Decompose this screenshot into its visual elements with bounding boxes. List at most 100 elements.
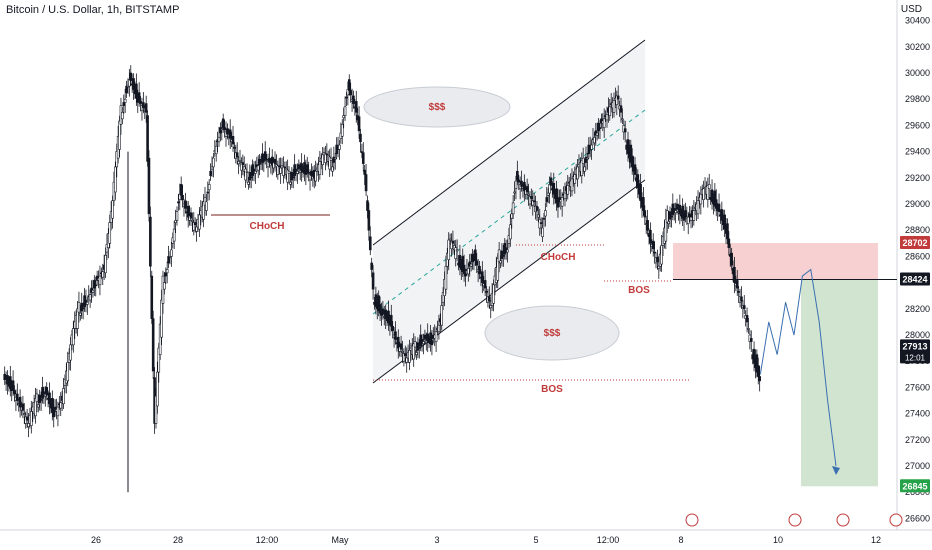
- candle-body: [146, 115, 149, 162]
- candle-body: [297, 164, 301, 170]
- candle-body: [25, 416, 29, 421]
- candle-body: [684, 210, 687, 218]
- candle-body: [440, 305, 444, 326]
- candle-body: [447, 239, 451, 260]
- candle-body: [593, 137, 596, 144]
- candle-body: [105, 244, 109, 253]
- candle-body: [195, 226, 198, 232]
- candle-body: [727, 238, 731, 248]
- candle-body: [91, 289, 95, 293]
- candle-body: [51, 398, 54, 413]
- candle-body: [308, 174, 312, 181]
- candle-body: [261, 153, 264, 163]
- candle-body: [240, 162, 243, 171]
- candle-body: [38, 394, 42, 403]
- candle-body: [108, 222, 112, 244]
- candle-body: [291, 176, 295, 179]
- candle-body: [651, 240, 655, 250]
- candle-body: [726, 223, 729, 240]
- liquidity-zone-top: [363, 86, 511, 128]
- candle-body: [675, 203, 679, 210]
- candle-body: [668, 211, 672, 220]
- candle-body: [475, 260, 479, 266]
- candle-body: [549, 177, 553, 186]
- candle-body: [461, 256, 465, 272]
- candle-body: [391, 325, 394, 331]
- candle-body: [580, 160, 584, 176]
- candle-body: [742, 305, 746, 310]
- candle-body: [642, 197, 645, 211]
- candle-body: [371, 272, 375, 290]
- candle-body: [80, 303, 84, 312]
- candle-body: [226, 128, 229, 135]
- candle-body: [707, 184, 711, 190]
- candle-body: [175, 211, 179, 221]
- candle-body: [612, 99, 616, 113]
- candle-body: [11, 380, 15, 391]
- candle-body: [193, 222, 197, 226]
- take-profit-zone: [801, 279, 878, 487]
- candle-body: [510, 213, 514, 219]
- candle-body: [283, 166, 287, 169]
- candle-body: [282, 166, 285, 176]
- time-tick-label: 12:00: [597, 535, 620, 545]
- stop-loss-zone: [673, 243, 878, 280]
- candle-body: [165, 269, 169, 274]
- candle-body: [530, 196, 533, 199]
- candle-body: [660, 245, 663, 265]
- candle-body: [277, 165, 281, 168]
- candle-body: [576, 166, 579, 180]
- candle-body: [207, 184, 211, 191]
- candle-body: [454, 247, 458, 259]
- candle-body: [747, 328, 750, 330]
- candle-body: [203, 197, 207, 206]
- candle-body: [34, 398, 37, 417]
- candle-body: [163, 282, 166, 290]
- candle-body: [586, 157, 589, 160]
- candle-body: [384, 309, 387, 319]
- candle-body: [595, 132, 599, 136]
- candle-body: [366, 200, 369, 211]
- candle-body: [69, 344, 72, 361]
- flag-icon: [889, 513, 903, 527]
- candle-body: [556, 199, 560, 208]
- candle-body: [214, 145, 218, 155]
- candle-body: [723, 214, 726, 230]
- candle-body: [496, 258, 500, 281]
- candle-body: [469, 263, 473, 267]
- projection-arrowhead: [832, 466, 840, 475]
- time-tick-label: 5: [533, 535, 538, 545]
- time-tick-label: 26: [91, 535, 101, 545]
- candle-body: [681, 205, 684, 219]
- candle-body: [523, 181, 526, 192]
- candle-body: [401, 351, 404, 353]
- candle-body: [626, 139, 630, 155]
- candle-body: [186, 205, 190, 218]
- candle-body: [296, 170, 299, 174]
- candle-body: [378, 304, 382, 314]
- candle-body: [417, 346, 421, 349]
- price-tick-label: 27000: [905, 461, 930, 471]
- candle-body: [629, 144, 633, 163]
- candle-body: [45, 387, 49, 396]
- candle-body: [525, 186, 529, 193]
- candle-body: [752, 348, 756, 364]
- candle-body: [506, 249, 509, 253]
- candle-body: [730, 252, 733, 266]
- candle-body: [733, 267, 736, 283]
- candle-body: [137, 92, 141, 102]
- candle-body: [448, 238, 452, 241]
- candle-body: [374, 294, 378, 307]
- candle-body: [303, 162, 306, 174]
- candle-body: [520, 180, 523, 187]
- candle-body: [368, 236, 372, 251]
- candle-body: [300, 163, 303, 172]
- candle-body: [499, 260, 502, 264]
- candle-body: [347, 79, 351, 91]
- candle-body: [535, 205, 539, 211]
- candle-body: [485, 291, 488, 293]
- candle-body: [48, 392, 51, 405]
- candle-body: [177, 201, 180, 204]
- candle-body: [279, 167, 282, 174]
